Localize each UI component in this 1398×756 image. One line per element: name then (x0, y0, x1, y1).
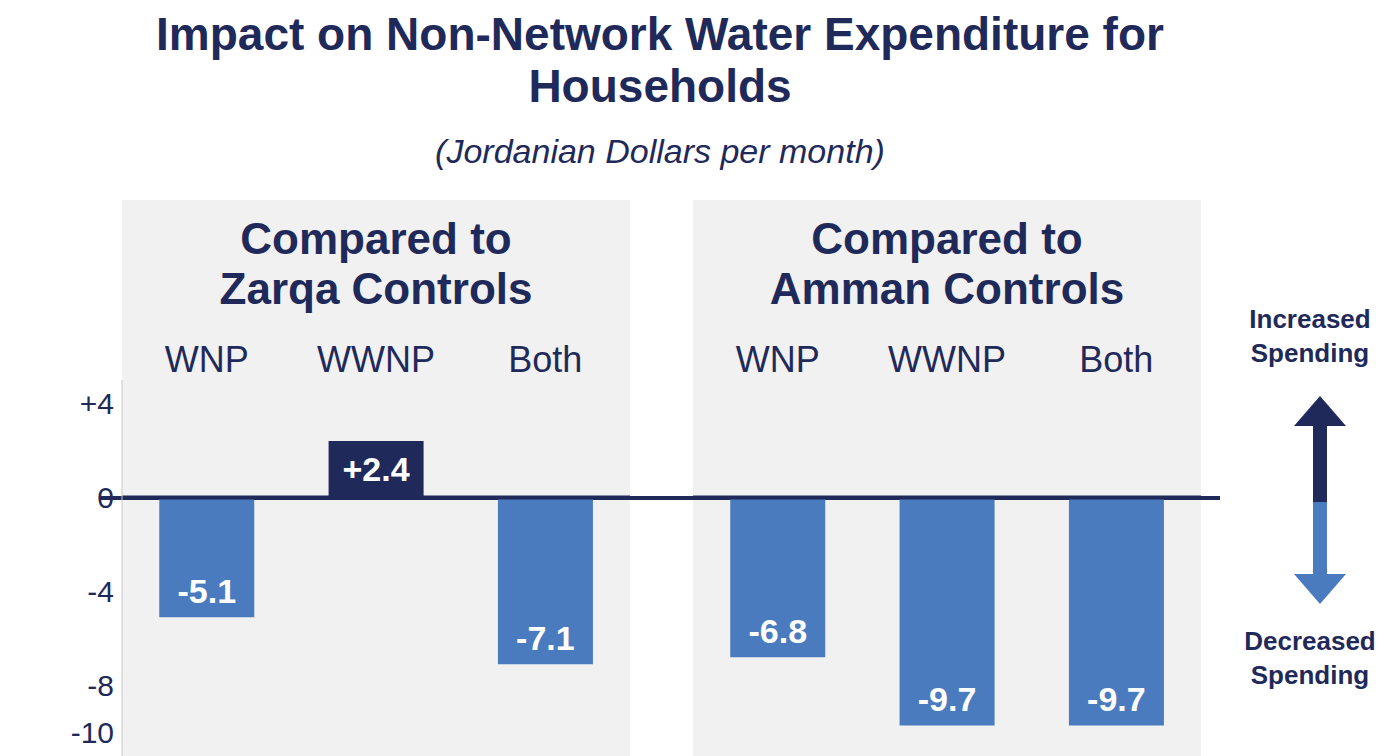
html-text:Impact on Non-Network Water Ex: Impact on Non-Network Water Expenditure … (156, 8, 1164, 112)
html-text:Compared to Amman Controls: Compared to Amman Controls (769, 214, 1125, 313)
html-text:Increased Spending: Increased Spending (1249, 304, 1371, 368)
svg-text:-4: -4 (87, 575, 114, 608)
svg-text:+4: +4 (80, 387, 114, 420)
svg-text:+2.4: +2.4 (343, 450, 410, 488)
svg-text:-9.7: -9.7 (1087, 680, 1146, 718)
svg-text:-9.7: -9.7 (918, 680, 977, 718)
svg-text:-6.8: -6.8 (748, 612, 807, 650)
svg-text:WWNP: WWNP (317, 339, 435, 380)
svg-text:-10: -10 (71, 716, 114, 749)
svg-text:Both: Both (508, 339, 582, 380)
svg-text:Both: Both (1079, 339, 1153, 380)
svg-text:WNP: WNP (736, 339, 820, 380)
html-text:Compared to Zarqa Controls: Compared to Zarqa Controls (219, 214, 533, 313)
svg-text:0: 0 (97, 481, 114, 514)
svg-text:-5.1: -5.1 (177, 572, 236, 610)
svg-text:WWNP: WWNP (888, 339, 1006, 380)
svg-text:-7.1: -7.1 (516, 619, 575, 657)
html-text:(Jordanian Dollars per month): (Jordanian Dollars per month) (435, 132, 885, 170)
svg-text:-8: -8 (87, 669, 114, 702)
svg-text:WNP: WNP (165, 339, 249, 380)
html-text:Decreased Spending: Decreased Spending (1244, 626, 1376, 690)
